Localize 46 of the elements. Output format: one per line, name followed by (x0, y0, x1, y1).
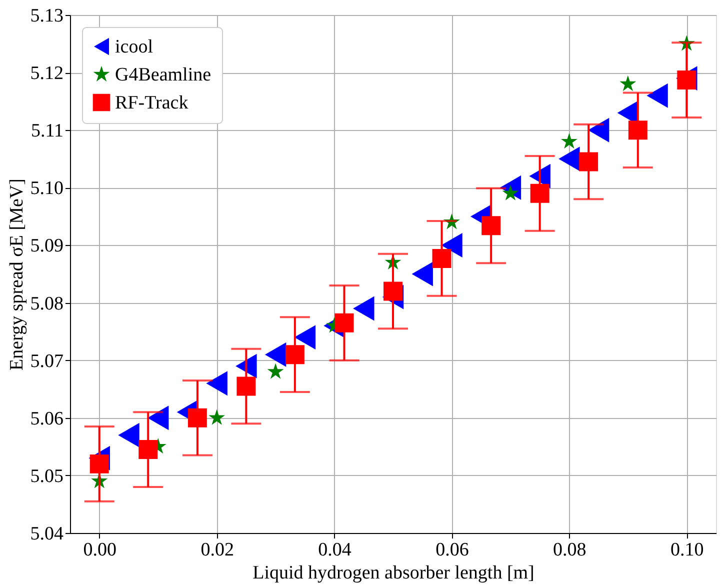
point (530, 184, 550, 203)
y-axis-title: Energy spread σE [MeV] (6, 178, 28, 370)
point (206, 371, 228, 396)
point (138, 440, 158, 460)
point (267, 363, 284, 379)
point (118, 422, 140, 448)
y-tick-label: 5.10 (30, 178, 64, 200)
y-tick-label: 5.06 (30, 408, 64, 430)
y-tick-label: 5.04 (30, 524, 64, 544)
point (412, 262, 433, 286)
x-tick-label: 0.08 (553, 540, 586, 560)
x-tick-label: 0.06 (436, 540, 469, 560)
point (334, 313, 354, 332)
y-tick-label: 5.12 (30, 63, 64, 84)
y-tick-label: 5.09 (30, 236, 64, 257)
point (208, 409, 226, 425)
point (264, 342, 286, 367)
point (294, 325, 316, 350)
y-tick-label: 5.05 (30, 466, 64, 487)
y-tick-label: 5.11 (30, 120, 64, 142)
point (628, 120, 648, 140)
point (482, 216, 501, 236)
point (620, 75, 636, 92)
point (588, 118, 610, 142)
x-tick-label: 0.00 (83, 540, 116, 560)
point (646, 83, 668, 108)
y-tick-label: 5.13 (30, 6, 64, 26)
point (188, 408, 207, 428)
x-axis-title: Liquid hydrogen absorber length [m] (252, 562, 534, 584)
point (147, 406, 169, 430)
point (236, 376, 256, 396)
y-tick-label: 5.07 (30, 350, 64, 372)
legend-label: G4Beamline (115, 64, 212, 86)
y-tick-label: 5.08 (30, 293, 64, 314)
point (558, 146, 580, 172)
legend-label: RF-Track (115, 92, 189, 114)
point (285, 345, 304, 364)
point (432, 248, 452, 268)
x-tick-label: 0.10 (670, 540, 704, 560)
point (579, 152, 598, 172)
x-tick-label: 0.02 (200, 540, 234, 560)
legend-label: icool (115, 36, 153, 58)
point (353, 296, 374, 321)
x-tick-label: 0.04 (318, 540, 352, 560)
point (441, 232, 462, 258)
point (560, 132, 578, 149)
